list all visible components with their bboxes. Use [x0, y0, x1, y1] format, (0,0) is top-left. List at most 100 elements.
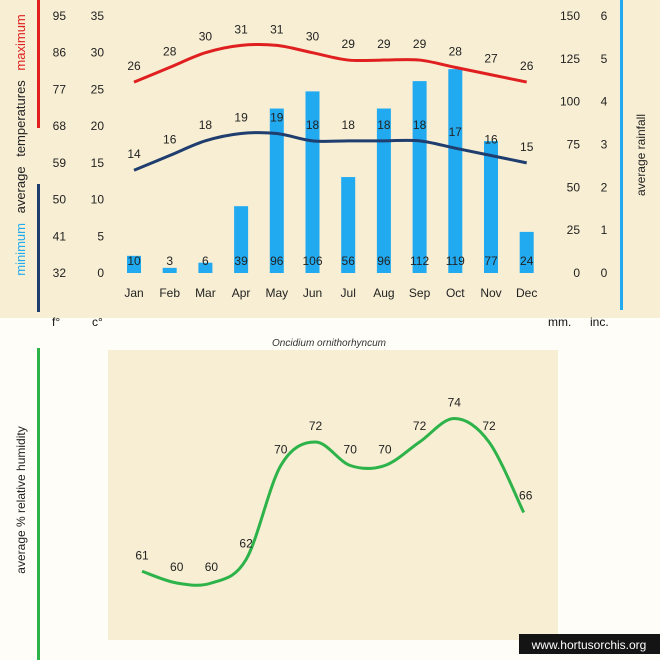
temperature-data-labels: 26 28 30 31 31 30 29 29 29 28 27 26 14 16 18 19 19 18 18 18…: [127, 22, 533, 161]
rainfall-inch-axis: 6 5 4 3 2 1 0: [601, 9, 608, 280]
humidity-label-jun: 72: [309, 419, 323, 433]
maximum-label-apr: 31: [234, 22, 248, 36]
maximum-label: maximum: [13, 14, 28, 70]
minimum-label-dec: 15: [520, 140, 534, 154]
humidity-label-nov: 72: [482, 419, 496, 433]
rainfall-axis-label: average rainfall: [634, 114, 648, 196]
rainfall-bar-jan: [127, 255, 141, 273]
humidity-chart: 61 60 60 62 70 72 70 70 72 74 72 66: [135, 396, 533, 587]
minimum-label-sep: 18: [413, 118, 427, 132]
mm-unit: mm.: [548, 315, 571, 329]
mm-tick-75: 75: [567, 138, 581, 152]
minimum-label: minimum: [13, 223, 28, 276]
mm-tick-125: 125: [560, 52, 580, 66]
maximum-label-dec: 26: [520, 59, 534, 73]
celsius-tick-30: 30: [91, 46, 105, 60]
maximum-label-feb: 28: [163, 44, 177, 58]
inch-tick-5: 5: [601, 52, 608, 66]
month-may: May: [265, 286, 288, 300]
minimum-label-feb: 16: [163, 133, 177, 147]
maximum-label-may: 31: [270, 22, 284, 36]
fahrenheit-tick-86: 86: [53, 46, 67, 60]
rainfall-legend-bar: [620, 0, 623, 310]
minimum-label-nov: 16: [484, 133, 498, 147]
inch-tick-4: 4: [601, 95, 608, 109]
fahrenheit-tick-50: 50: [53, 193, 67, 207]
month-oct: Oct: [446, 286, 465, 300]
month-axis: Jan Feb Mar Apr May Jun Jul Aug Sep Oct Nov Dec: [124, 286, 537, 300]
celsius-tick-5: 5: [97, 229, 104, 243]
rainfall-bars: [127, 69, 534, 274]
temperature-lines: [133, 42, 528, 172]
mm-tick-100: 100: [560, 95, 580, 109]
rainfall-label-jul: 56: [342, 254, 356, 268]
rainfall-bar-sep: [412, 81, 427, 274]
humidity-legend-bar: [37, 348, 40, 660]
rainfall-bar-dec: [519, 231, 534, 273]
celsius-tick-20: 20: [91, 119, 105, 133]
minimum-label-mar: 18: [199, 118, 213, 132]
rainfall-bar-mar: [198, 262, 213, 273]
rainfall-label-oct: 119: [446, 254, 465, 268]
fahrenheit-tick-59: 59: [53, 156, 67, 170]
rainfall-data-labels: 10 3 6 39 96 106 56 96 112 119 77 24: [127, 254, 533, 268]
humidity-label-jan: 61: [135, 548, 149, 562]
rainfall-label-dec: 24: [520, 254, 534, 268]
rainfall-bar-feb: [162, 267, 177, 273]
rainfall-bar-jul: [341, 177, 356, 273]
maximum-label-jan: 26: [127, 59, 141, 73]
rainfall-bar-oct: [448, 69, 463, 273]
fahrenheit-tick-41: 41: [53, 229, 67, 243]
rainfall-label-may: 96: [270, 254, 284, 268]
maximum-label-sep: 29: [413, 37, 427, 51]
celsius-tick-35: 35: [91, 9, 105, 23]
minimum-label-jun: 18: [306, 118, 320, 132]
minimum-label-oct: 17: [449, 125, 463, 139]
maximum-legend-bar: [37, 0, 40, 128]
rainfall-label-aug: 96: [377, 254, 391, 268]
month-feb: Feb: [159, 286, 180, 300]
fahrenheit-tick-68: 68: [53, 119, 67, 133]
inch-tick-6: 6: [601, 9, 608, 23]
minimum-label-aug: 18: [377, 118, 391, 132]
rainfall-mm-axis: 150 125 100 75 50 25 0: [560, 9, 580, 280]
month-jun: Jun: [303, 286, 322, 300]
month-apr: Apr: [232, 286, 251, 300]
rainfall-label-nov: 77: [484, 254, 498, 268]
inch-tick-3: 3: [601, 138, 608, 152]
celsius-unit: c°: [92, 315, 103, 329]
fahrenheit-tick-77: 77: [53, 82, 67, 96]
month-mar: Mar: [195, 286, 216, 300]
watermark-background: [519, 634, 660, 654]
month-dec: Dec: [516, 286, 537, 300]
minimum-temperature-line: [133, 131, 528, 172]
temperatures-label: temperatures: [13, 80, 28, 157]
rainfall-label-jan: 10: [127, 254, 141, 268]
species-name: Oncidium ornithorhyncum: [272, 338, 386, 349]
fahrenheit-axis: 95 86 77 68 59 50 41 32: [53, 9, 67, 280]
celsius-tick-15: 15: [91, 156, 105, 170]
maximum-label-jul: 29: [342, 37, 356, 51]
inch-tick-2: 2: [601, 180, 608, 194]
humidity-label-apr: 62: [239, 537, 253, 551]
inch-tick-1: 1: [601, 223, 608, 237]
celsius-tick-10: 10: [91, 193, 105, 207]
humidity-label-aug: 70: [378, 443, 392, 457]
humidity-chart-background: [108, 350, 558, 640]
rainfall-bar-may: [269, 108, 284, 274]
celsius-tick-0: 0: [97, 266, 104, 280]
rainfall-label-apr: 39: [234, 254, 248, 268]
fahrenheit-tick-32: 32: [53, 266, 67, 280]
rainfall-label-jun: 106: [302, 254, 322, 268]
minimum-label-jul: 18: [342, 118, 356, 132]
mm-tick-150: 150: [560, 9, 580, 23]
rainfall-bar-jun: [305, 91, 320, 274]
rainfall-bar-nov: [484, 141, 498, 273]
fahrenheit-tick-95: 95: [53, 9, 67, 23]
celsius-axis: 35 30 25 20 15 10 5 0: [91, 9, 105, 280]
rainfall-bar-apr: [234, 206, 249, 273]
mm-tick-0: 0: [573, 266, 580, 280]
maximum-label-aug: 29: [377, 37, 391, 51]
minimum-label-may: 19: [270, 110, 284, 124]
